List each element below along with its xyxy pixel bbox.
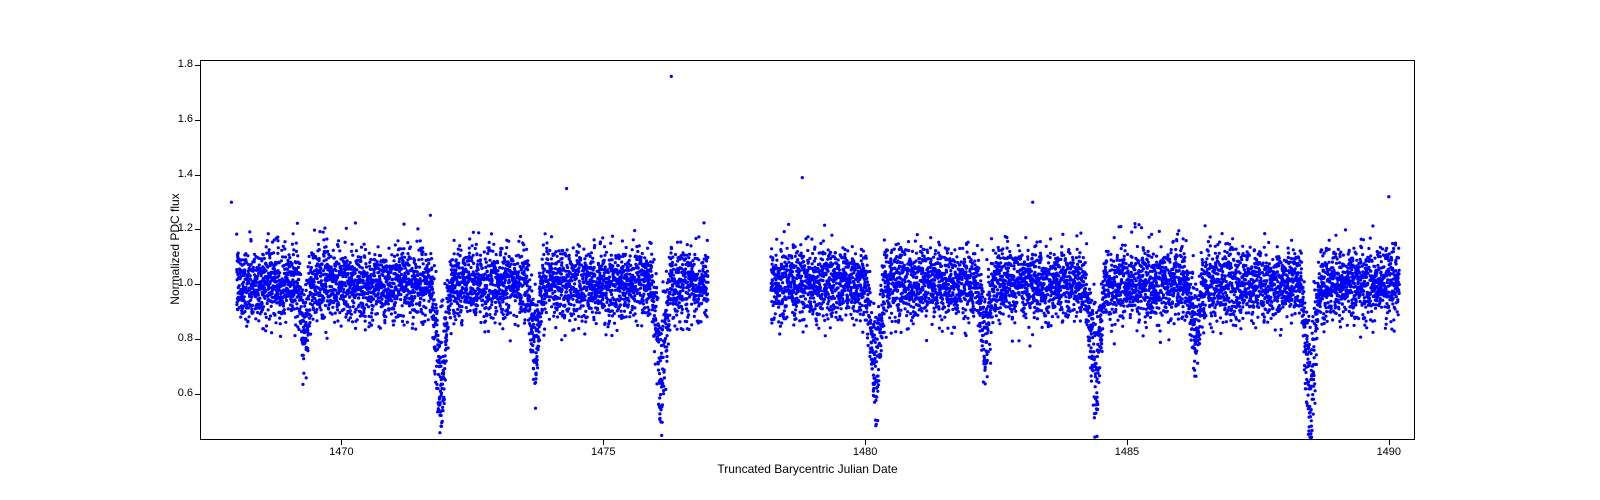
- y-tick: [195, 65, 200, 66]
- y-tick: [195, 284, 200, 285]
- y-tick-label: 1.4: [165, 168, 193, 180]
- x-tick-label: 1490: [1369, 446, 1409, 458]
- x-tick-label: 1475: [583, 446, 623, 458]
- x-axis-label: Truncated Barycentric Julian Date: [708, 462, 908, 476]
- x-tick-label: 1480: [845, 446, 885, 458]
- y-tick: [195, 229, 200, 230]
- x-tick: [1389, 440, 1390, 445]
- y-tick-label: 1.0: [165, 277, 193, 289]
- chart-container: Normalized PDC flux Truncated Barycentri…: [0, 0, 1600, 500]
- x-tick: [1127, 440, 1128, 445]
- x-tick-label: 1470: [321, 446, 361, 458]
- y-tick-label: 0.6: [165, 387, 193, 399]
- y-tick-label: 1.2: [165, 222, 193, 234]
- y-tick: [195, 175, 200, 176]
- y-tick: [195, 394, 200, 395]
- x-tick: [341, 440, 342, 445]
- y-tick-label: 0.8: [165, 332, 193, 344]
- y-tick: [195, 339, 200, 340]
- x-tick: [603, 440, 604, 445]
- x-tick-label: 1485: [1107, 446, 1147, 458]
- y-tick: [195, 120, 200, 121]
- scatter-points: [0, 0, 1600, 500]
- y-tick-label: 1.6: [165, 113, 193, 125]
- y-tick-label: 1.8: [165, 58, 193, 70]
- x-tick: [865, 440, 866, 445]
- y-axis-label: Normalized PDC flux: [168, 179, 182, 319]
